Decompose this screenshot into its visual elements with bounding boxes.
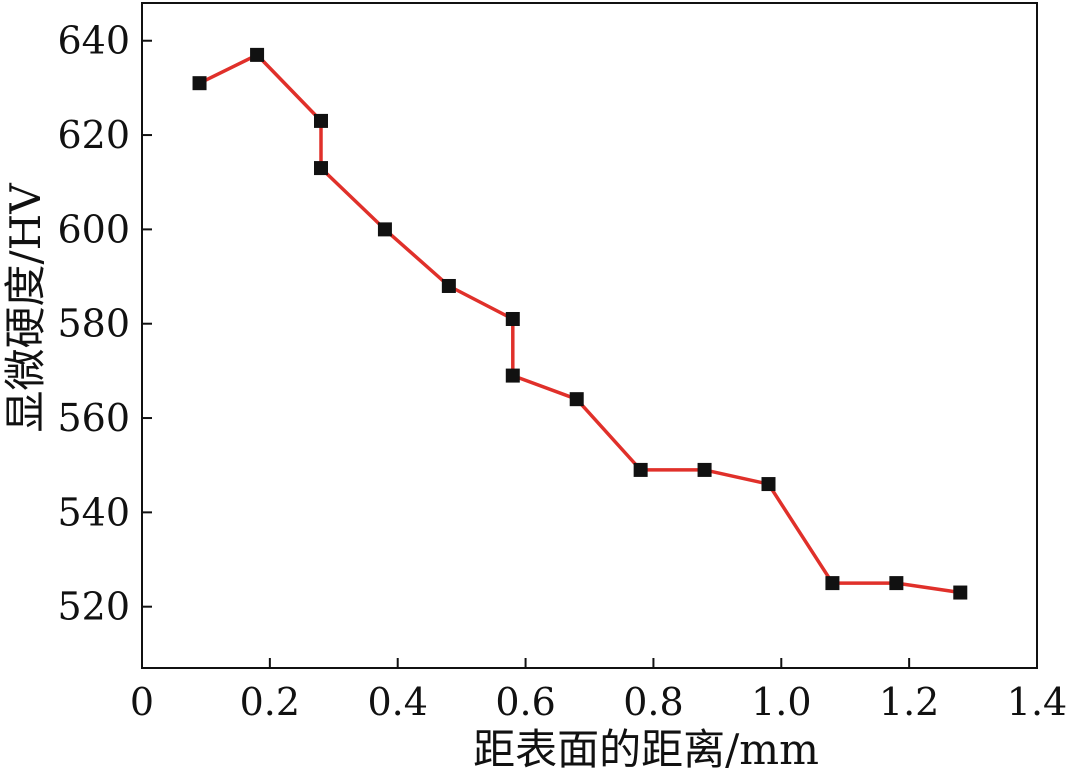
data-point-marker [953, 585, 968, 600]
data-point-marker [250, 47, 265, 62]
data-point-marker [505, 311, 520, 326]
data-point-marker [697, 462, 712, 477]
y-tick-label: 560 [57, 396, 130, 440]
data-point-marker [441, 278, 456, 293]
y-tick-label: 640 [57, 19, 130, 63]
data-point-marker [825, 576, 840, 591]
x-tick-label: 0 [130, 680, 154, 724]
x-tick-label: 0.4 [367, 680, 427, 724]
data-point-marker [505, 368, 520, 383]
data-point-marker [314, 161, 328, 176]
axis-labels: 距表面的距离/mm 显微硬度/HV [1, 183, 819, 774]
axis-ticks: 0 0.2 0.4 0.6 0.8 1.0 1.2 1.4 520 540 560 580 600 620… [57, 19, 1067, 724]
x-tick-label: 0.8 [623, 680, 683, 724]
data-point-marker [314, 113, 328, 128]
y-tick-label: 620 [57, 113, 130, 157]
data-point-marker [569, 392, 584, 407]
data-point-marker [377, 222, 392, 237]
data-point-marker [633, 462, 648, 477]
data-point-marker [889, 576, 904, 591]
data-series [192, 47, 968, 600]
x-axis-title: 距表面的距离/mm [473, 725, 819, 774]
data-point-marker [192, 76, 207, 91]
x-tick-label: 1.2 [879, 680, 939, 724]
x-tick-label: 0.6 [495, 680, 555, 724]
series-line [198, 53, 961, 595]
y-tick-label: 580 [57, 302, 130, 346]
x-tick-label: 0.2 [240, 680, 300, 724]
y-tick-label: 540 [57, 490, 130, 534]
data-point-marker [761, 477, 776, 492]
plot-frame [141, 2, 1038, 669]
y-tick-label: 600 [57, 207, 130, 251]
y-axis-title: 显微硬度/HV [1, 183, 50, 433]
x-tick-label: 1.4 [1007, 680, 1067, 724]
x-tick-label: 1.0 [751, 680, 811, 724]
plot-axes [141, 2, 1038, 669]
y-tick-label: 520 [57, 585, 130, 629]
